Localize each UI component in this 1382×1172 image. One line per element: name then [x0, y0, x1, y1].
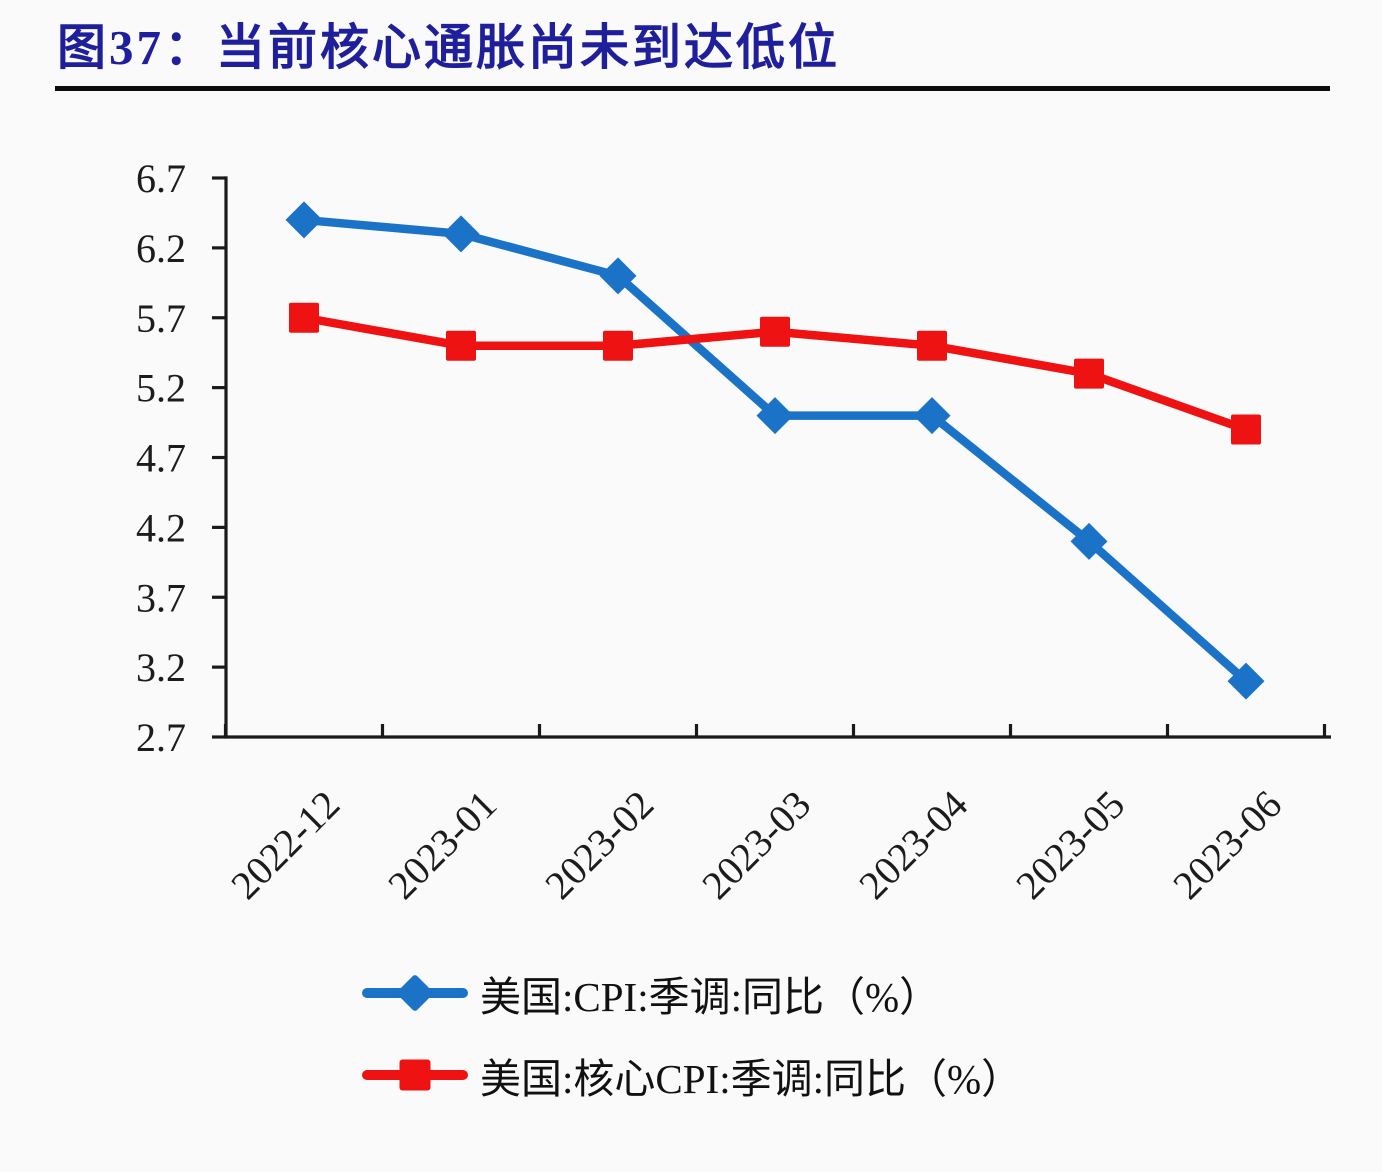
- data-point-diamond: [285, 201, 323, 239]
- data-point-diamond: [1070, 522, 1108, 560]
- data-point-square: [917, 330, 947, 361]
- legend-item-cpi: 美国:CPI:季调:同比（%）: [362, 965, 1022, 1021]
- square-marker-icon: [399, 1059, 431, 1091]
- legend-sample-cpi: [362, 965, 468, 1021]
- y-tick-label: 5.2: [136, 366, 186, 411]
- data-point-square: [603, 330, 633, 361]
- y-tick-label: 2.7: [136, 715, 186, 760]
- y-tick-label: 6.7: [136, 156, 186, 201]
- y-tick-label: 5.7: [136, 296, 186, 341]
- data-point-diamond: [442, 215, 480, 253]
- legend-item-core-cpi: 美国:核心CPI:季调:同比（%）: [362, 1047, 1022, 1103]
- data-point-square: [760, 316, 790, 347]
- data-point-diamond: [599, 257, 637, 295]
- legend-label-cpi: 美国:CPI:季调:同比（%）: [480, 974, 941, 1020]
- data-point-square: [446, 330, 476, 361]
- chart-legend: 美国:CPI:季调:同比（%） 美国:核心CPI:季调:同比（%）: [362, 965, 1022, 1129]
- axis-lines: [224, 176, 1331, 739]
- title-divider: [55, 86, 1330, 91]
- legend-label-core-cpi: 美国:核心CPI:季调:同比（%）: [480, 1056, 1023, 1102]
- y-tick-label: 3.2: [136, 645, 186, 690]
- data-point-diamond: [1227, 662, 1265, 700]
- y-tick-label: 6.2: [136, 226, 186, 271]
- data-point-diamond: [913, 397, 951, 435]
- data-point-square: [1231, 414, 1261, 445]
- y-tick-label: 4.2: [136, 505, 186, 550]
- diamond-marker-icon: [395, 973, 435, 1013]
- series-line-0: [299, 215, 1251, 686]
- data-point-square: [1074, 358, 1104, 389]
- legend-sample-core-cpi: [362, 1047, 468, 1103]
- y-tick-label: 4.7: [136, 436, 186, 481]
- data-point-diamond: [756, 397, 794, 435]
- data-point-square: [289, 302, 319, 333]
- figure-title: 图37：当前核心通胀尚未到达低位: [57, 20, 841, 75]
- y-tick-label: 3.7: [136, 575, 186, 620]
